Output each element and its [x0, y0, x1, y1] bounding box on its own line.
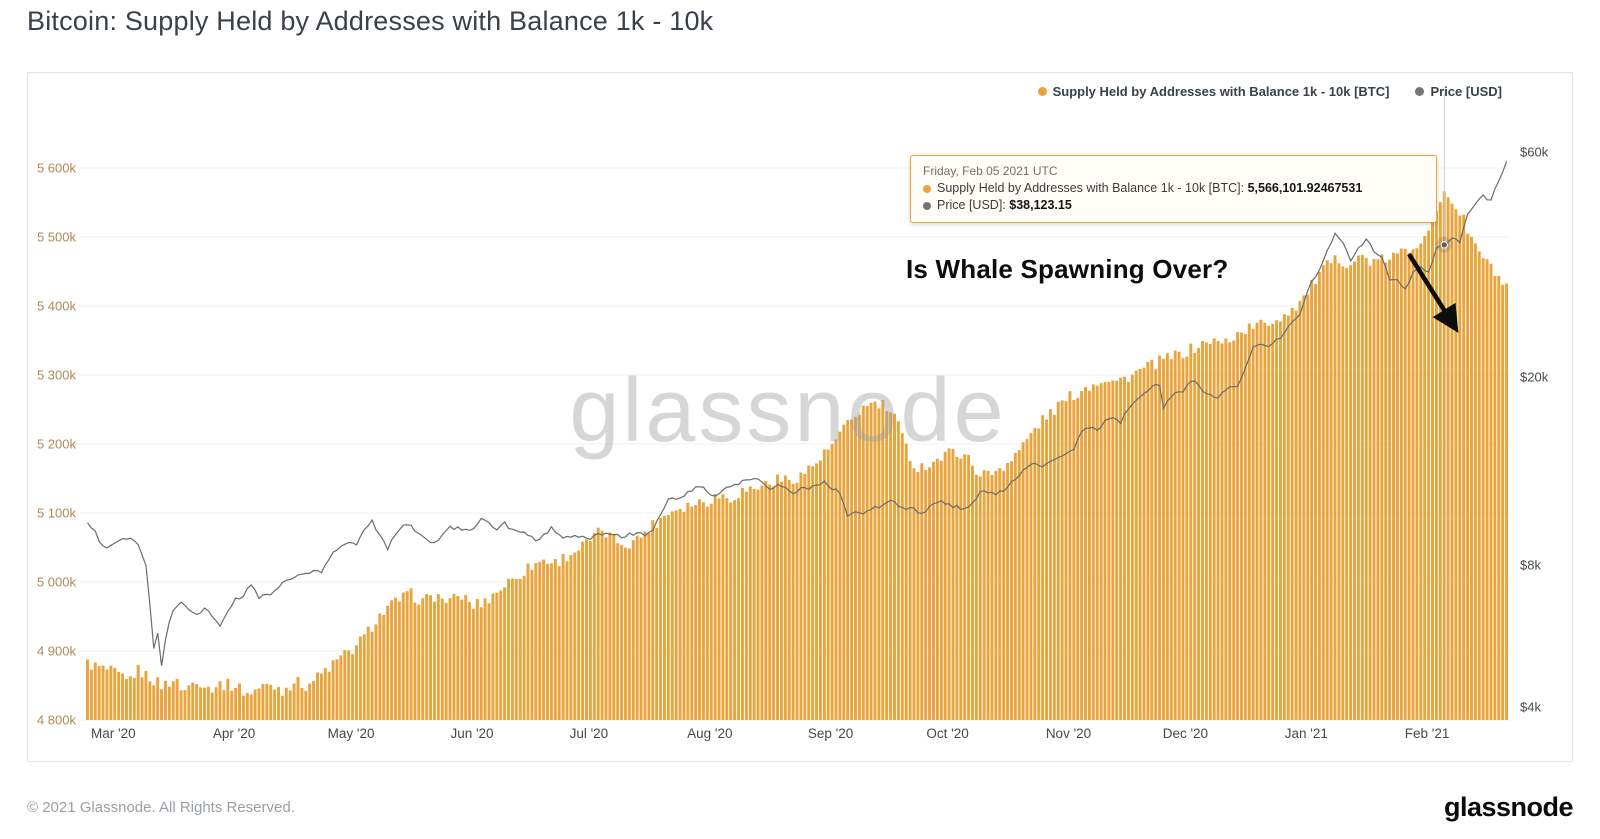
svg-text:Jun '20: Jun '20	[450, 726, 493, 741]
chart-legend: Supply Held by Addresses with Balance 1k…	[1037, 84, 1502, 99]
glassnode-logo: glassnode	[1443, 792, 1574, 822]
legend-label-price: Price [USD]	[1430, 84, 1502, 99]
tooltip-row-price: Price [USD]: $38,123.15	[923, 197, 1424, 214]
supply-bars[interactable]	[86, 191, 1509, 721]
x-axis: Mar '20 Apr '20 May '20 Jun '20 Jul '20 Aug '…	[91, 726, 1449, 741]
svg-text:$4k: $4k	[1520, 700, 1541, 715]
price-line[interactable]	[87, 161, 1508, 666]
page-title: Bitcoin: Supply Held by Addresses with B…	[27, 6, 714, 36]
annotation-arrow	[1407, 252, 1459, 333]
svg-text:5 500k: 5 500k	[37, 230, 77, 245]
legend-item-supply[interactable]: Supply Held by Addresses with Balance 1k…	[1037, 84, 1390, 99]
svg-text:Jul '20: Jul '20	[570, 726, 609, 741]
legend-item-price[interactable]: Price [USD]	[1415, 84, 1502, 99]
chart-tooltip: Friday, Feb 05 2021 UTC Supply Held by A…	[910, 155, 1437, 223]
svg-text:$8k: $8k	[1520, 557, 1541, 572]
svg-text:4 900k: 4 900k	[37, 644, 77, 659]
svg-text:Oct '20: Oct '20	[926, 726, 968, 741]
tooltip-price-label: Price [USD]:	[937, 198, 1010, 212]
chart-card: glassnode 5 600k 5 500k 5 400k 5 300k 5 200k 5…	[27, 72, 1573, 762]
legend-label-supply: Supply Held by Addresses with Balance 1k…	[1052, 84, 1390, 99]
y-axis-left: 5 600k 5 500k 5 400k 5 300k 5 200k 5 100k 5 00…	[37, 161, 77, 728]
glassnode-watermark: glassnode	[569, 361, 1006, 461]
tooltip-date: Friday, Feb 05 2021 UTC	[923, 164, 1058, 178]
supply-series-dot-icon	[1037, 87, 1047, 96]
svg-text:5 100k: 5 100k	[37, 506, 77, 521]
svg-text:5 200k: 5 200k	[37, 437, 77, 452]
svg-text:Nov '20: Nov '20	[1046, 726, 1091, 741]
supply-series-dot-icon	[923, 184, 931, 193]
svg-text:Apr '20: Apr '20	[213, 726, 255, 741]
svg-text:5 400k: 5 400k	[37, 299, 77, 314]
svg-text:5 600k: 5 600k	[37, 161, 77, 176]
price-series-dot-icon	[1415, 87, 1425, 96]
svg-text:Dec '20: Dec '20	[1163, 726, 1208, 741]
price-series-dot-icon	[923, 201, 931, 210]
svg-text:Feb '21: Feb '21	[1405, 726, 1450, 741]
svg-text:Jan '21: Jan '21	[1285, 726, 1328, 741]
svg-text:5 000k: 5 000k	[37, 575, 77, 590]
svg-text:Mar '20: Mar '20	[91, 726, 136, 741]
footer-copyright: © 2021 Glassnode. All Rights Reserved.	[27, 799, 295, 816]
tooltip-supply-value: 5,566,101.92467531	[1247, 181, 1363, 195]
svg-text:Sep '20: Sep '20	[808, 726, 853, 741]
svg-text:5 300k: 5 300k	[37, 368, 77, 383]
annotation-text: Is Whale Spawning Over?	[906, 254, 1229, 284]
svg-text:$60k: $60k	[1520, 144, 1549, 159]
tooltip-supply-label: Supply Held by Addresses with Balance 1k…	[937, 181, 1248, 195]
svg-text:4 800k: 4 800k	[37, 713, 77, 728]
tooltip-price-value: $38,123.15	[1009, 198, 1072, 212]
hover-point[interactable]	[1440, 241, 1448, 249]
y-axis-right: $60k $20k $8k $4k	[1520, 144, 1549, 714]
tooltip-row-supply: Supply Held by Addresses with Balance 1k…	[923, 180, 1424, 197]
svg-text:May '20: May '20	[328, 726, 375, 741]
svg-text:Aug '20: Aug '20	[687, 726, 732, 741]
svg-text:$20k: $20k	[1520, 370, 1549, 385]
